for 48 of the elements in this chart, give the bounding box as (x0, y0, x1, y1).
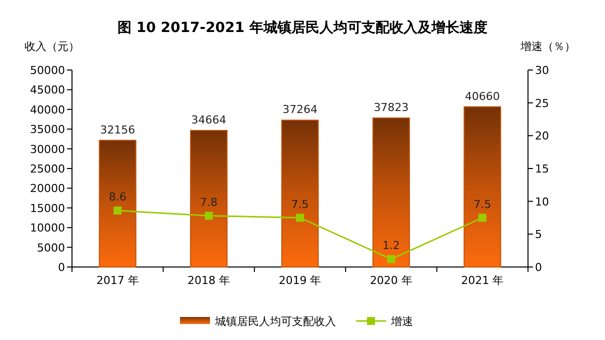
y2-tick-label: 20 (535, 130, 549, 143)
y-tick-label: 5000 (37, 241, 65, 254)
chart-title: 图 10 2017-2021 年城镇居民人均可支配收入及增长速度 (118, 19, 488, 36)
point (296, 214, 304, 222)
point (204, 212, 213, 220)
y-axis-title: 收入（元） (24, 40, 80, 53)
y-tick-label: 15000 (30, 202, 65, 215)
x-tick-label: 2019 年 (278, 274, 322, 287)
bar (190, 130, 228, 268)
y2-tick-label: 30 (535, 64, 549, 77)
bar (98, 140, 136, 268)
y2-tick-label: 0 (535, 261, 542, 274)
x-tick-label: 2017 年 (96, 274, 139, 287)
y2-axis-title: 增速（％） (520, 40, 576, 53)
bar (372, 117, 410, 268)
data-label: 34664 (191, 113, 226, 126)
data-label: 1.2 (382, 239, 400, 252)
legend-label: 增速 (390, 315, 413, 328)
data-label: 8.6 (108, 190, 126, 204)
x-tick-label: 2020 年 (370, 274, 412, 287)
y-tick-label: 45000 (30, 84, 65, 97)
data-label: 40660 (464, 90, 500, 103)
data-label: 7.8 (200, 196, 218, 209)
y-tick-label: 0 (58, 261, 65, 274)
point (478, 214, 486, 222)
data-label: 37823 (374, 100, 409, 114)
y-tick-label: 50000 (30, 64, 65, 77)
point (114, 206, 122, 215)
x-tick-label: 2018 年 (188, 274, 230, 287)
y-tick-label: 10000 (30, 222, 65, 235)
data-label: 32156 (100, 123, 136, 136)
data-label: 37264 (282, 103, 318, 116)
bar (464, 106, 502, 268)
y2-tick-label: 5 (535, 228, 542, 242)
data-label: 7.5 (474, 198, 492, 211)
bar (281, 120, 319, 268)
legend-label: 城镇居民人均可支配收入 (214, 315, 336, 328)
y2-tick-label: 25 (535, 96, 549, 110)
y-tick-label: 30000 (30, 142, 65, 156)
y2-tick-label: 15 (535, 162, 549, 176)
y2-tick-label: 10 (535, 195, 549, 208)
y-tick-label: 20000 (30, 182, 65, 196)
x-tick-label: 2021 年 (461, 274, 504, 287)
y-tick-label: 35000 (30, 123, 65, 136)
y-tick-label: 25000 (30, 162, 65, 176)
point (387, 255, 396, 264)
data-label: 7.5 (291, 198, 309, 211)
y-tick-label: 40000 (30, 103, 65, 116)
